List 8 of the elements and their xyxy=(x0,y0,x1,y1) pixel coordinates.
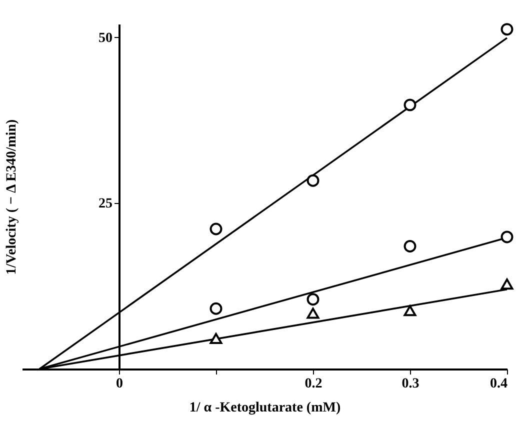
x-tick-label: 0.4 xyxy=(490,376,508,392)
x-tick-label: 0 xyxy=(116,376,123,392)
y-tick-label: 50 xyxy=(98,30,112,46)
x-tick-label: 0.2 xyxy=(304,376,322,392)
x-axis-title: 1/ α -Ketoglutarate (mM) xyxy=(189,400,341,416)
y-axis-title: 1/Velocity ( − Δ E340/min) xyxy=(4,118,20,275)
x-tick-label: 0.3 xyxy=(402,376,420,392)
y-tick-label: 25 xyxy=(98,196,112,212)
